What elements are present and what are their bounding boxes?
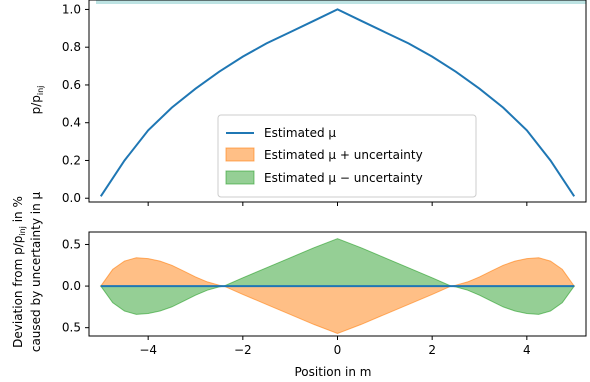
- legend-swatch-minus: [225, 170, 255, 185]
- top-y-ticks: 0.0 0.2 0.4 0.6 0.8 1.0: [62, 2, 89, 205]
- legend-label-plus: Estimated μ + uncertainty: [264, 148, 423, 162]
- bottom-x-tick-label: 2: [428, 343, 436, 357]
- bottom-y-tick-label: 0.0: [62, 279, 81, 293]
- top-y-tick-label: 0.6: [62, 78, 81, 92]
- top-series-line: [99, 8, 576, 197]
- top-plot: 0.0 0.2 0.4 0.6 0.8 1.0 p/pinj Estimated μ Es…: [29, 0, 587, 206]
- bottom-y-label-line1: Deviation from p/pinj in %: [11, 196, 27, 348]
- bottom-y-label-line1-sub: inj: [18, 226, 27, 236]
- top-x-tick-marks: [147, 202, 528, 206]
- bottom-areas: [99, 238, 576, 335]
- bottom-series-area: [99, 238, 576, 315]
- top-y-tick-label: 0.4: [62, 116, 81, 130]
- legend-label-minus: Estimated μ − uncertainty: [264, 171, 423, 185]
- top-y-label: p/pinj: [29, 86, 45, 115]
- top-y-tick-label: 0.2: [62, 153, 81, 167]
- bottom-x-tick-label: 0: [334, 343, 342, 357]
- top-y-tick-label: 0.0: [62, 191, 81, 205]
- top-y-tick-label: 1.0: [62, 2, 81, 16]
- bottom-x-tick-label: −4: [139, 343, 157, 357]
- bottom-y-tick-label: 0.5: [62, 237, 81, 251]
- top-band: [96, 0, 586, 4]
- top-y-label-main: p/p: [29, 95, 43, 114]
- bottom-x-ticks: −4 −2 0 2 4: [139, 336, 531, 357]
- top-y-label-sub: inj: [36, 86, 45, 96]
- top-y-tick-label: 0.8: [62, 40, 81, 54]
- legend: Estimated μ Estimated μ + uncertainty Es…: [217, 114, 477, 198]
- legend-frame: [217, 114, 477, 198]
- bottom-series-area: [99, 257, 576, 335]
- bottom-x-tick-label: −2: [234, 343, 252, 357]
- top-series: [99, 8, 576, 197]
- legend-swatch-plus: [225, 147, 255, 162]
- bottom-x-label: Position in m: [295, 365, 372, 379]
- bottom-x-tick-label: 4: [523, 343, 531, 357]
- legend-label-estimated: Estimated μ: [264, 126, 336, 140]
- bottom-plot: 0.5 0.0 0.5 −4 −2 0 2 4 Position in m Deviatio…: [11, 191, 587, 379]
- bottom-y-label-line1-main: Deviation from p/p: [11, 236, 25, 348]
- bottom-y-tick-label: 0.5: [62, 321, 81, 335]
- bottom-y-label-line2: caused by uncertainty in μ: [29, 191, 43, 352]
- bottom-y-ticks: 0.5 0.0 0.5: [62, 237, 89, 335]
- bottom-y-label-line1-end: in %: [11, 196, 25, 226]
